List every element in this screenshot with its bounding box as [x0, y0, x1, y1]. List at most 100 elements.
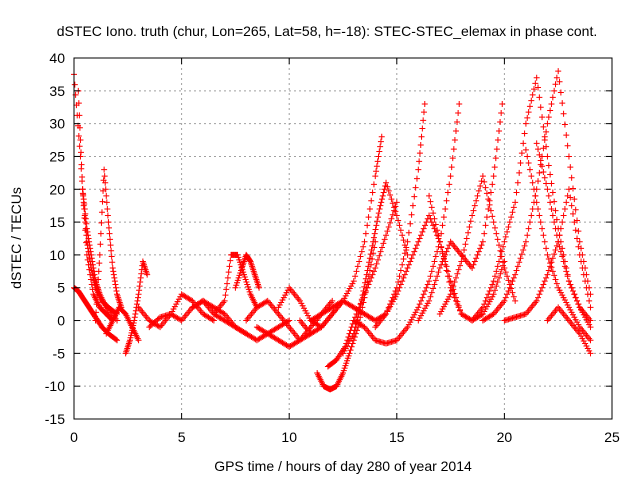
- data-point: [366, 255, 373, 262]
- data-point: [83, 220, 90, 227]
- data-point: [76, 112, 83, 119]
- data-point: [413, 175, 420, 182]
- data-point: [177, 316, 184, 323]
- data-point: [418, 133, 425, 140]
- data-series: [340, 179, 411, 357]
- chart-title: dSTEC Iono. truth (chur, Lon=265, Lat=58…: [57, 23, 597, 39]
- data-point: [539, 163, 546, 170]
- data-point: [417, 141, 424, 148]
- data-point: [399, 261, 406, 268]
- data-point: [98, 219, 105, 226]
- data-point: [575, 243, 582, 250]
- data-point: [421, 100, 428, 107]
- data-point: [539, 284, 546, 291]
- data-point: [505, 277, 512, 284]
- data-point: [504, 228, 511, 235]
- data-point: [512, 297, 519, 304]
- data-point: [102, 179, 109, 186]
- data-point: [447, 291, 454, 298]
- data-point: [479, 304, 486, 311]
- data-point: [370, 268, 377, 275]
- data-point: [568, 284, 575, 291]
- data-series: [135, 291, 217, 331]
- data-point: [506, 219, 513, 226]
- data-point: [400, 237, 407, 244]
- data-point: [556, 243, 563, 250]
- data-point: [516, 259, 523, 266]
- data-point: [88, 255, 95, 262]
- data-point: [473, 255, 480, 262]
- data-point: [426, 297, 433, 304]
- data-point: [84, 232, 91, 239]
- data-point: [574, 297, 581, 304]
- data-point: [474, 251, 481, 258]
- data-point: [506, 284, 513, 291]
- data-point: [99, 198, 106, 205]
- data-point: [372, 173, 379, 180]
- data-point: [374, 256, 381, 263]
- data-point: [552, 276, 559, 283]
- data-point: [490, 278, 497, 285]
- data-series: [307, 100, 428, 324]
- data-point: [551, 251, 558, 258]
- data-point: [451, 137, 458, 144]
- data-point: [361, 283, 368, 290]
- data-point: [547, 260, 554, 267]
- data-point: [407, 258, 414, 265]
- x-axis-label: GPS time / hours of day 280 of year 2014: [214, 458, 472, 474]
- data-point: [221, 297, 228, 304]
- y-axis: -15 -10 -5 0 5 10 15 20 25 30 35 40: [45, 50, 612, 427]
- data-point: [505, 224, 512, 231]
- data-point: [87, 245, 94, 252]
- data-point: [404, 265, 411, 272]
- data-point: [435, 269, 442, 276]
- data-point: [401, 242, 408, 249]
- data-point: [553, 242, 560, 249]
- data-point: [539, 114, 546, 121]
- data-point: [385, 187, 392, 194]
- data-point: [420, 117, 427, 124]
- data-point: [526, 219, 533, 226]
- data-point: [383, 232, 390, 239]
- data-series: [92, 166, 125, 324]
- data-point: [567, 281, 574, 288]
- data-point: [462, 241, 469, 248]
- data-point: [430, 263, 437, 270]
- data-point: [541, 238, 548, 245]
- data-points: [71, 68, 594, 393]
- data-point: [518, 150, 525, 157]
- data-point: [436, 265, 443, 272]
- data-point: [497, 253, 504, 260]
- data-point: [136, 287, 143, 294]
- y-axis-label: dSTEC / TECUs: [8, 187, 24, 289]
- data-point: [522, 238, 529, 245]
- data-point: [101, 173, 108, 180]
- data-point: [430, 222, 437, 229]
- data-point: [376, 252, 383, 259]
- data-point: [536, 212, 543, 219]
- data-point: [463, 235, 470, 242]
- data-point: [375, 153, 382, 160]
- data-point: [416, 150, 423, 157]
- data-point: [565, 153, 572, 160]
- data-point: [428, 204, 435, 211]
- y-tick-label: -10: [45, 378, 65, 394]
- data-point: [209, 316, 216, 323]
- data-point: [419, 294, 426, 301]
- data-point: [583, 284, 590, 291]
- data-point: [496, 242, 503, 249]
- data-point: [478, 242, 485, 249]
- data-point: [499, 100, 506, 107]
- data-series: [436, 173, 519, 317]
- data-point: [501, 258, 508, 265]
- data-point: [399, 232, 406, 239]
- data-point: [533, 140, 540, 147]
- data-point: [473, 197, 480, 204]
- data-point: [528, 97, 535, 104]
- data-point: [565, 186, 572, 193]
- data-series: [122, 258, 151, 357]
- data-point: [470, 261, 477, 268]
- data-point: [494, 137, 501, 144]
- data-point: [481, 230, 488, 237]
- data-point: [567, 164, 574, 171]
